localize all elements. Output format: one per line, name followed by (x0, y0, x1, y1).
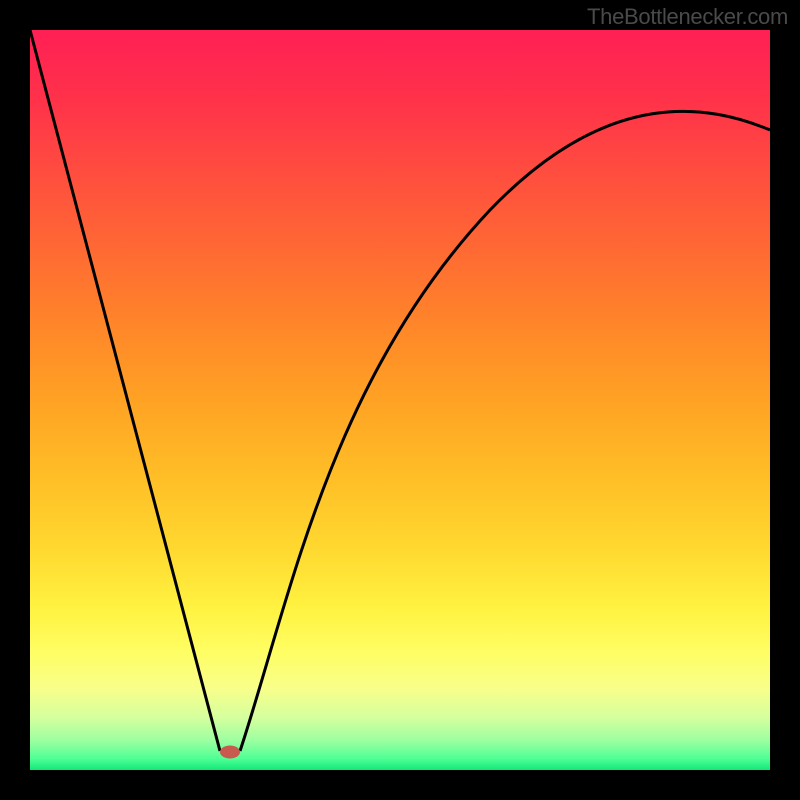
plot-area (30, 30, 770, 770)
gradient-rect (30, 30, 770, 770)
chart-svg (30, 30, 770, 770)
seed-marker (220, 746, 240, 759)
chart-outer: TheBottlenecker.com (0, 0, 800, 800)
watermark-text: TheBottlenecker.com (587, 4, 788, 30)
